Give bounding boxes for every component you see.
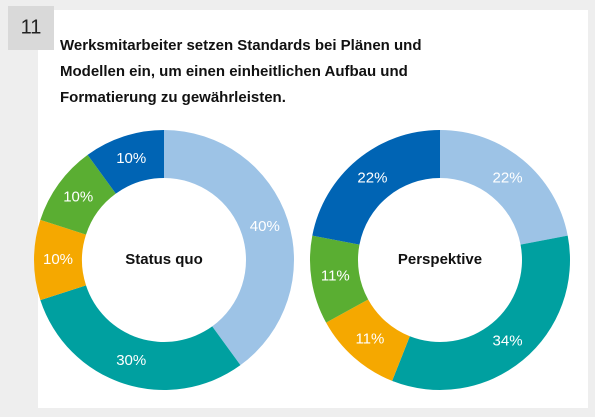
slide-number: 11	[21, 16, 42, 38]
donut-segment	[40, 285, 241, 390]
title-line: Formatierung zu gewährleisten.	[60, 89, 286, 106]
value-label: 40%	[250, 218, 280, 235]
title-line: Modellen ein, um einen einheitlichen Auf…	[60, 63, 408, 80]
donut-segment	[440, 130, 568, 245]
value-label: 10%	[116, 150, 146, 167]
value-label: 30%	[116, 352, 146, 369]
donut-segment	[312, 130, 440, 245]
value-label: 34%	[493, 333, 523, 350]
donut-segment	[326, 299, 410, 381]
donut-segment	[310, 235, 369, 323]
donut-segment	[34, 219, 87, 301]
value-label: 11%	[321, 268, 350, 285]
donut-segment	[164, 130, 294, 366]
number-box	[8, 6, 54, 50]
value-label: 10%	[63, 189, 93, 206]
value-label: 22%	[493, 169, 523, 186]
donut-segment	[40, 154, 116, 235]
title-line: Werksmitarbeiter setzen Standards bei Pl…	[60, 37, 422, 54]
value-label: 22%	[357, 169, 387, 186]
value-label: 11%	[355, 330, 384, 347]
donut-segment	[87, 130, 164, 194]
value-label: 10%	[43, 251, 73, 268]
center-label: Status quo	[125, 251, 203, 268]
center-label: Perspektive	[398, 251, 482, 268]
donut-segment	[392, 235, 570, 390]
